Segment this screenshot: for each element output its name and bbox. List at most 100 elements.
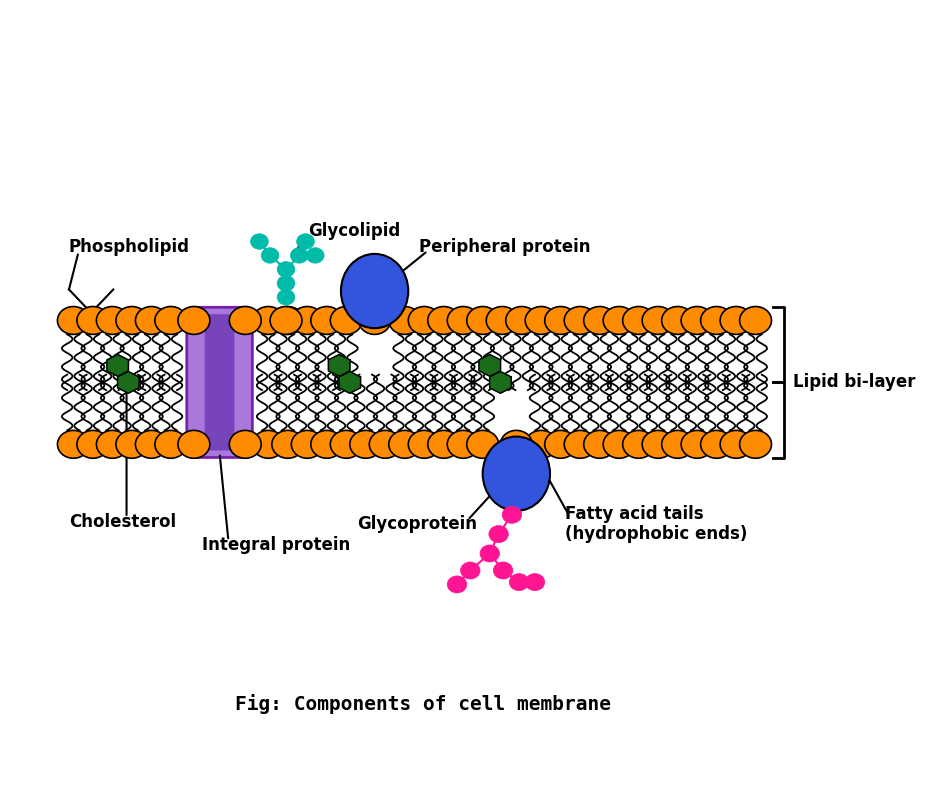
Circle shape — [116, 307, 148, 334]
Circle shape — [467, 430, 498, 459]
Circle shape — [584, 307, 616, 334]
Ellipse shape — [341, 254, 408, 328]
Circle shape — [502, 506, 522, 523]
Circle shape — [261, 247, 279, 263]
Circle shape — [622, 307, 654, 334]
Circle shape — [500, 430, 532, 459]
Circle shape — [272, 430, 304, 459]
Text: Fatty acid tails
(hydrophobic ends): Fatty acid tails (hydrophobic ends) — [565, 504, 747, 544]
Circle shape — [408, 307, 440, 334]
Circle shape — [682, 430, 713, 459]
Circle shape — [178, 430, 210, 459]
Circle shape — [155, 430, 187, 459]
Circle shape — [389, 307, 421, 334]
Circle shape — [116, 430, 148, 459]
Circle shape — [277, 262, 295, 277]
Circle shape — [270, 307, 302, 334]
Text: Integral protein: Integral protein — [202, 536, 350, 554]
Circle shape — [467, 307, 498, 334]
Circle shape — [135, 430, 167, 459]
Circle shape — [229, 307, 261, 334]
FancyBboxPatch shape — [205, 314, 234, 451]
Circle shape — [525, 307, 557, 334]
Circle shape — [544, 307, 576, 334]
Circle shape — [584, 430, 616, 459]
Circle shape — [662, 430, 694, 459]
Circle shape — [57, 307, 89, 334]
Circle shape — [564, 430, 596, 459]
Circle shape — [603, 430, 635, 459]
Circle shape — [525, 574, 544, 591]
Circle shape — [682, 307, 713, 334]
Circle shape — [135, 307, 167, 334]
Polygon shape — [490, 372, 511, 393]
Circle shape — [229, 430, 261, 459]
Circle shape — [272, 307, 304, 334]
Circle shape — [330, 430, 362, 459]
Circle shape — [740, 307, 772, 334]
Circle shape — [622, 430, 654, 459]
Circle shape — [662, 307, 694, 334]
Ellipse shape — [482, 437, 550, 511]
Circle shape — [428, 430, 460, 459]
Circle shape — [525, 430, 557, 459]
Circle shape — [330, 307, 362, 334]
Circle shape — [642, 430, 674, 459]
Circle shape — [252, 307, 284, 334]
Circle shape — [740, 430, 772, 459]
Circle shape — [447, 307, 479, 334]
Circle shape — [506, 307, 538, 334]
Circle shape — [291, 430, 323, 459]
Circle shape — [486, 307, 518, 334]
Circle shape — [720, 430, 752, 459]
Circle shape — [77, 307, 109, 334]
Circle shape — [447, 430, 479, 459]
Text: Cholesterol: Cholesterol — [69, 513, 176, 531]
Text: Peripheral protein: Peripheral protein — [419, 238, 590, 256]
Circle shape — [461, 562, 480, 579]
Circle shape — [720, 307, 752, 334]
Circle shape — [277, 276, 295, 291]
Circle shape — [494, 562, 513, 579]
Circle shape — [489, 526, 509, 543]
Polygon shape — [339, 372, 361, 393]
Circle shape — [350, 430, 382, 459]
Circle shape — [306, 247, 324, 263]
Circle shape — [603, 307, 635, 334]
Polygon shape — [328, 355, 350, 376]
Circle shape — [369, 430, 401, 459]
Polygon shape — [107, 355, 129, 376]
Text: Glycoprotein: Glycoprotein — [357, 515, 477, 533]
Circle shape — [251, 234, 268, 249]
FancyBboxPatch shape — [187, 307, 252, 458]
Circle shape — [97, 307, 129, 334]
Circle shape — [389, 430, 421, 459]
Circle shape — [700, 307, 732, 334]
Circle shape — [480, 545, 499, 562]
Circle shape — [97, 430, 129, 459]
Text: Phospholipid: Phospholipid — [69, 238, 190, 256]
Circle shape — [77, 430, 109, 459]
Text: Fig: Components of cell membrane: Fig: Components of cell membrane — [235, 693, 611, 714]
Text: Lipid bi-layer: Lipid bi-layer — [792, 374, 916, 392]
Circle shape — [178, 307, 210, 334]
Text: Glycolipid: Glycolipid — [308, 222, 400, 240]
Polygon shape — [479, 355, 500, 376]
Circle shape — [359, 307, 390, 334]
Circle shape — [700, 430, 732, 459]
Circle shape — [544, 430, 576, 459]
Circle shape — [311, 430, 343, 459]
Polygon shape — [118, 372, 139, 393]
Circle shape — [297, 234, 314, 249]
Circle shape — [447, 576, 467, 593]
Circle shape — [564, 307, 596, 334]
Circle shape — [155, 307, 187, 334]
Circle shape — [291, 307, 323, 334]
Circle shape — [311, 307, 343, 334]
Circle shape — [252, 430, 284, 459]
Circle shape — [277, 289, 295, 305]
Circle shape — [290, 247, 308, 263]
Circle shape — [57, 430, 89, 459]
Circle shape — [428, 307, 460, 334]
Circle shape — [642, 307, 674, 334]
